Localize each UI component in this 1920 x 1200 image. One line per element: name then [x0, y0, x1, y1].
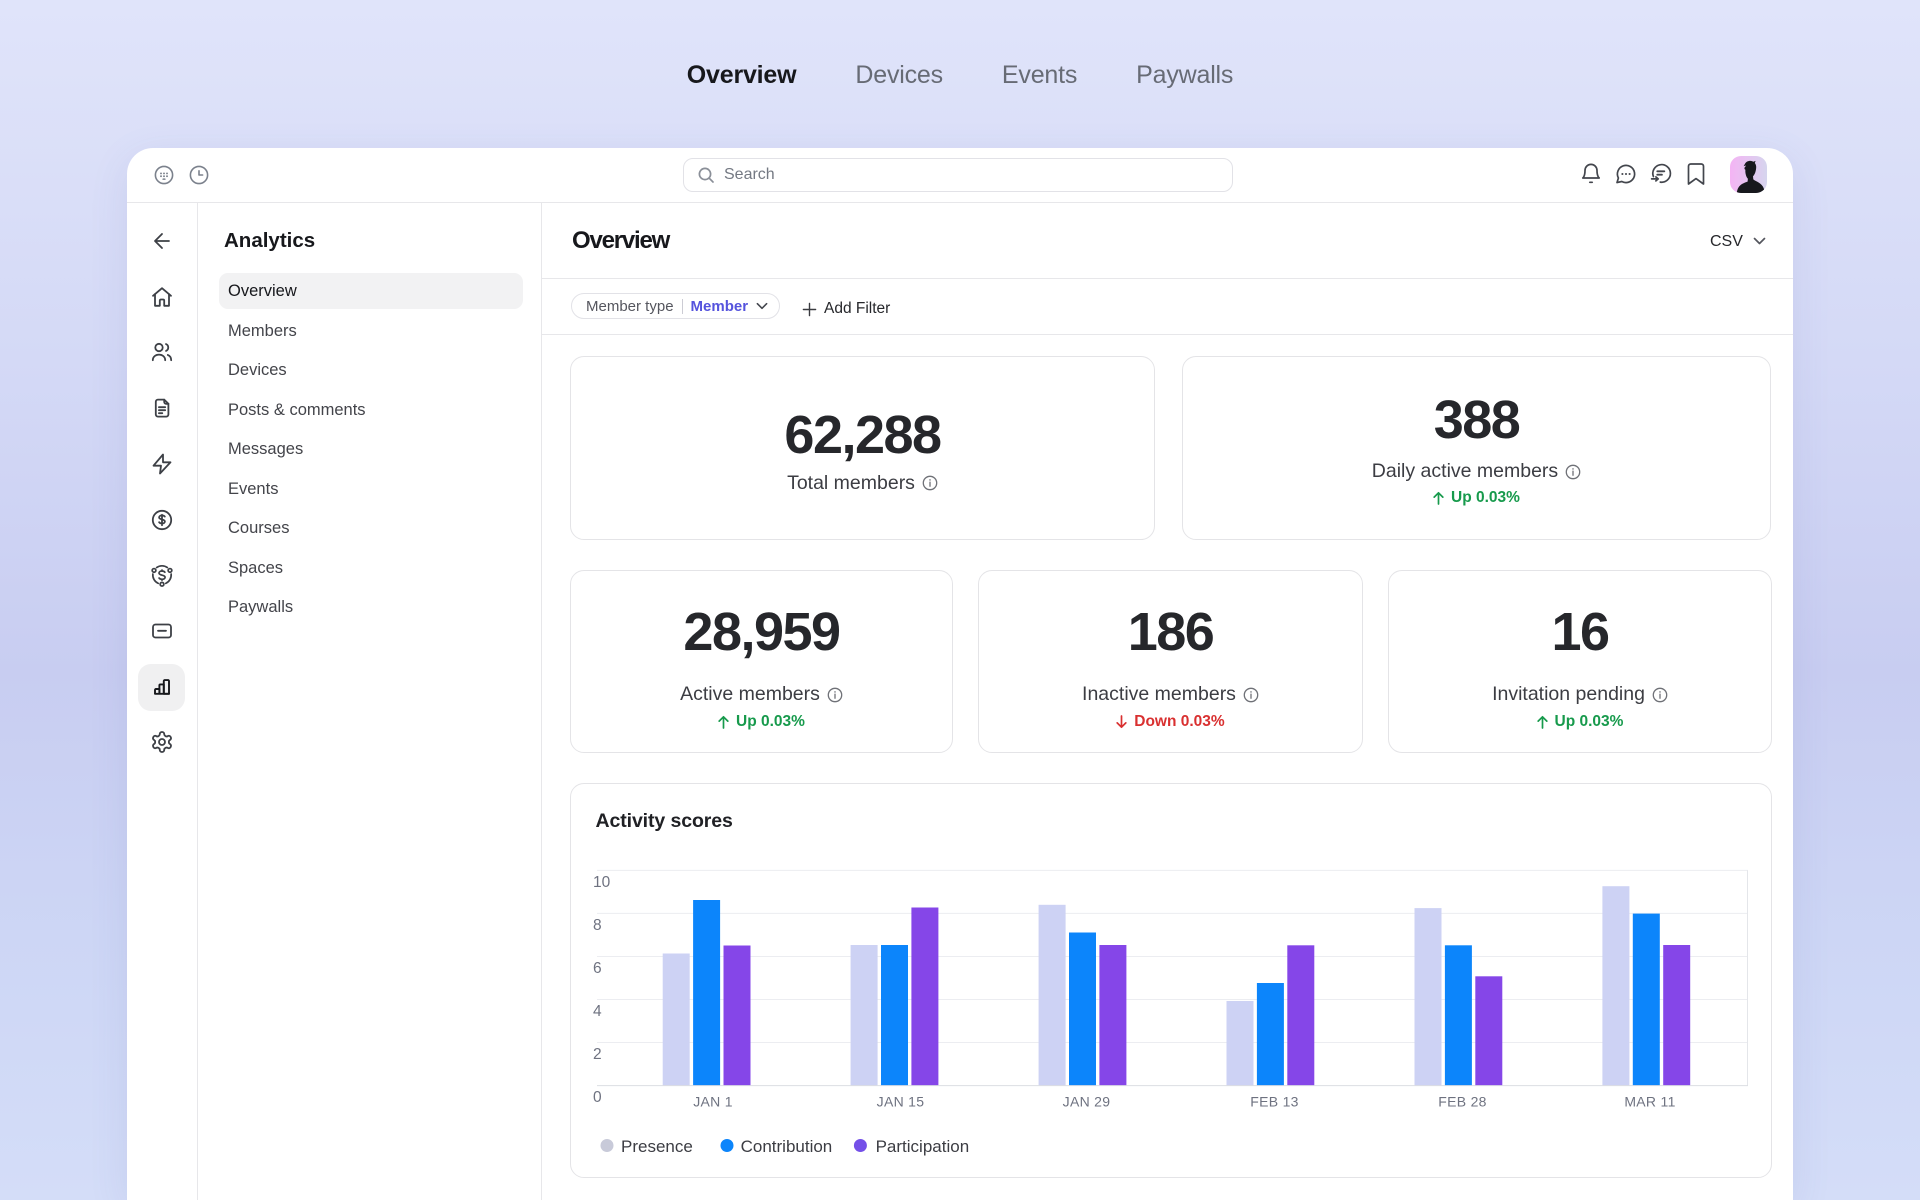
svg-text:2: 2	[593, 1046, 602, 1063]
svg-text:JAN 1: JAN 1	[693, 1094, 733, 1110]
svg-text:4: 4	[593, 1003, 602, 1020]
svg-text:FEB 13: FEB 13	[1250, 1094, 1299, 1110]
svg-text:Presence: Presence	[621, 1137, 693, 1156]
svg-text:10: 10	[593, 874, 611, 891]
svg-text:JAN 15: JAN 15	[877, 1094, 925, 1110]
svg-text:MAR 11: MAR 11	[1624, 1094, 1675, 1110]
svg-text:Participation: Participation	[876, 1137, 970, 1156]
svg-text:Contribution: Contribution	[741, 1137, 833, 1156]
svg-text:FEB 28: FEB 28	[1438, 1094, 1487, 1110]
svg-text:6: 6	[593, 960, 602, 977]
svg-text:8: 8	[593, 917, 602, 934]
svg-text:0: 0	[593, 1089, 602, 1106]
svg-text:JAN 29: JAN 29	[1063, 1094, 1111, 1110]
